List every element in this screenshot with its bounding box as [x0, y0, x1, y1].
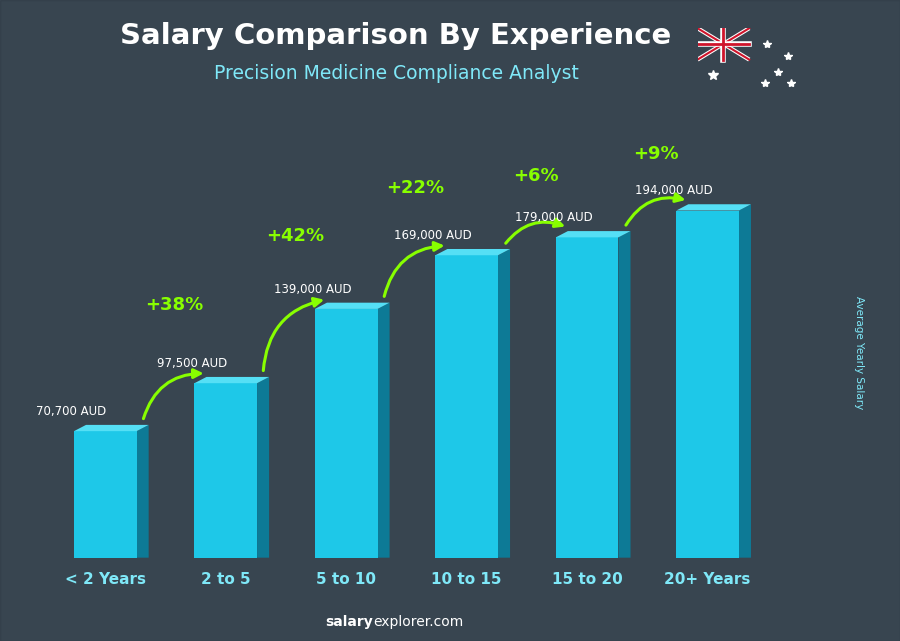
Polygon shape [74, 425, 148, 431]
Text: 139,000 AUD: 139,000 AUD [274, 283, 351, 296]
Polygon shape [556, 231, 631, 237]
Text: +6%: +6% [513, 167, 559, 185]
Polygon shape [498, 249, 510, 558]
Text: Average Yearly Salary: Average Yearly Salary [854, 296, 865, 409]
Text: salary: salary [326, 615, 374, 629]
Text: 194,000 AUD: 194,000 AUD [635, 184, 713, 197]
Polygon shape [137, 425, 148, 558]
Polygon shape [257, 377, 269, 558]
Polygon shape [739, 204, 751, 558]
Polygon shape [194, 377, 269, 383]
Polygon shape [315, 303, 390, 309]
Text: +42%: +42% [266, 228, 324, 246]
Text: Precision Medicine Compliance Analyst: Precision Medicine Compliance Analyst [213, 64, 579, 83]
Text: 97,500 AUD: 97,500 AUD [157, 357, 227, 370]
Text: Salary Comparison By Experience: Salary Comparison By Experience [121, 22, 671, 51]
Polygon shape [377, 303, 390, 558]
Bar [556, 237, 618, 558]
Polygon shape [436, 249, 510, 255]
Text: +9%: +9% [634, 145, 680, 163]
Text: explorer.com: explorer.com [374, 615, 464, 629]
Text: +22%: +22% [386, 179, 445, 197]
Polygon shape [618, 231, 631, 558]
Bar [74, 431, 137, 558]
Text: 179,000 AUD: 179,000 AUD [515, 211, 592, 224]
Text: +38%: +38% [146, 296, 203, 314]
Polygon shape [676, 204, 751, 210]
Bar [676, 210, 739, 558]
Bar [436, 255, 498, 558]
Bar [194, 383, 257, 558]
Text: 70,700 AUD: 70,700 AUD [36, 404, 107, 418]
Bar [315, 309, 377, 558]
Text: 169,000 AUD: 169,000 AUD [394, 229, 472, 242]
